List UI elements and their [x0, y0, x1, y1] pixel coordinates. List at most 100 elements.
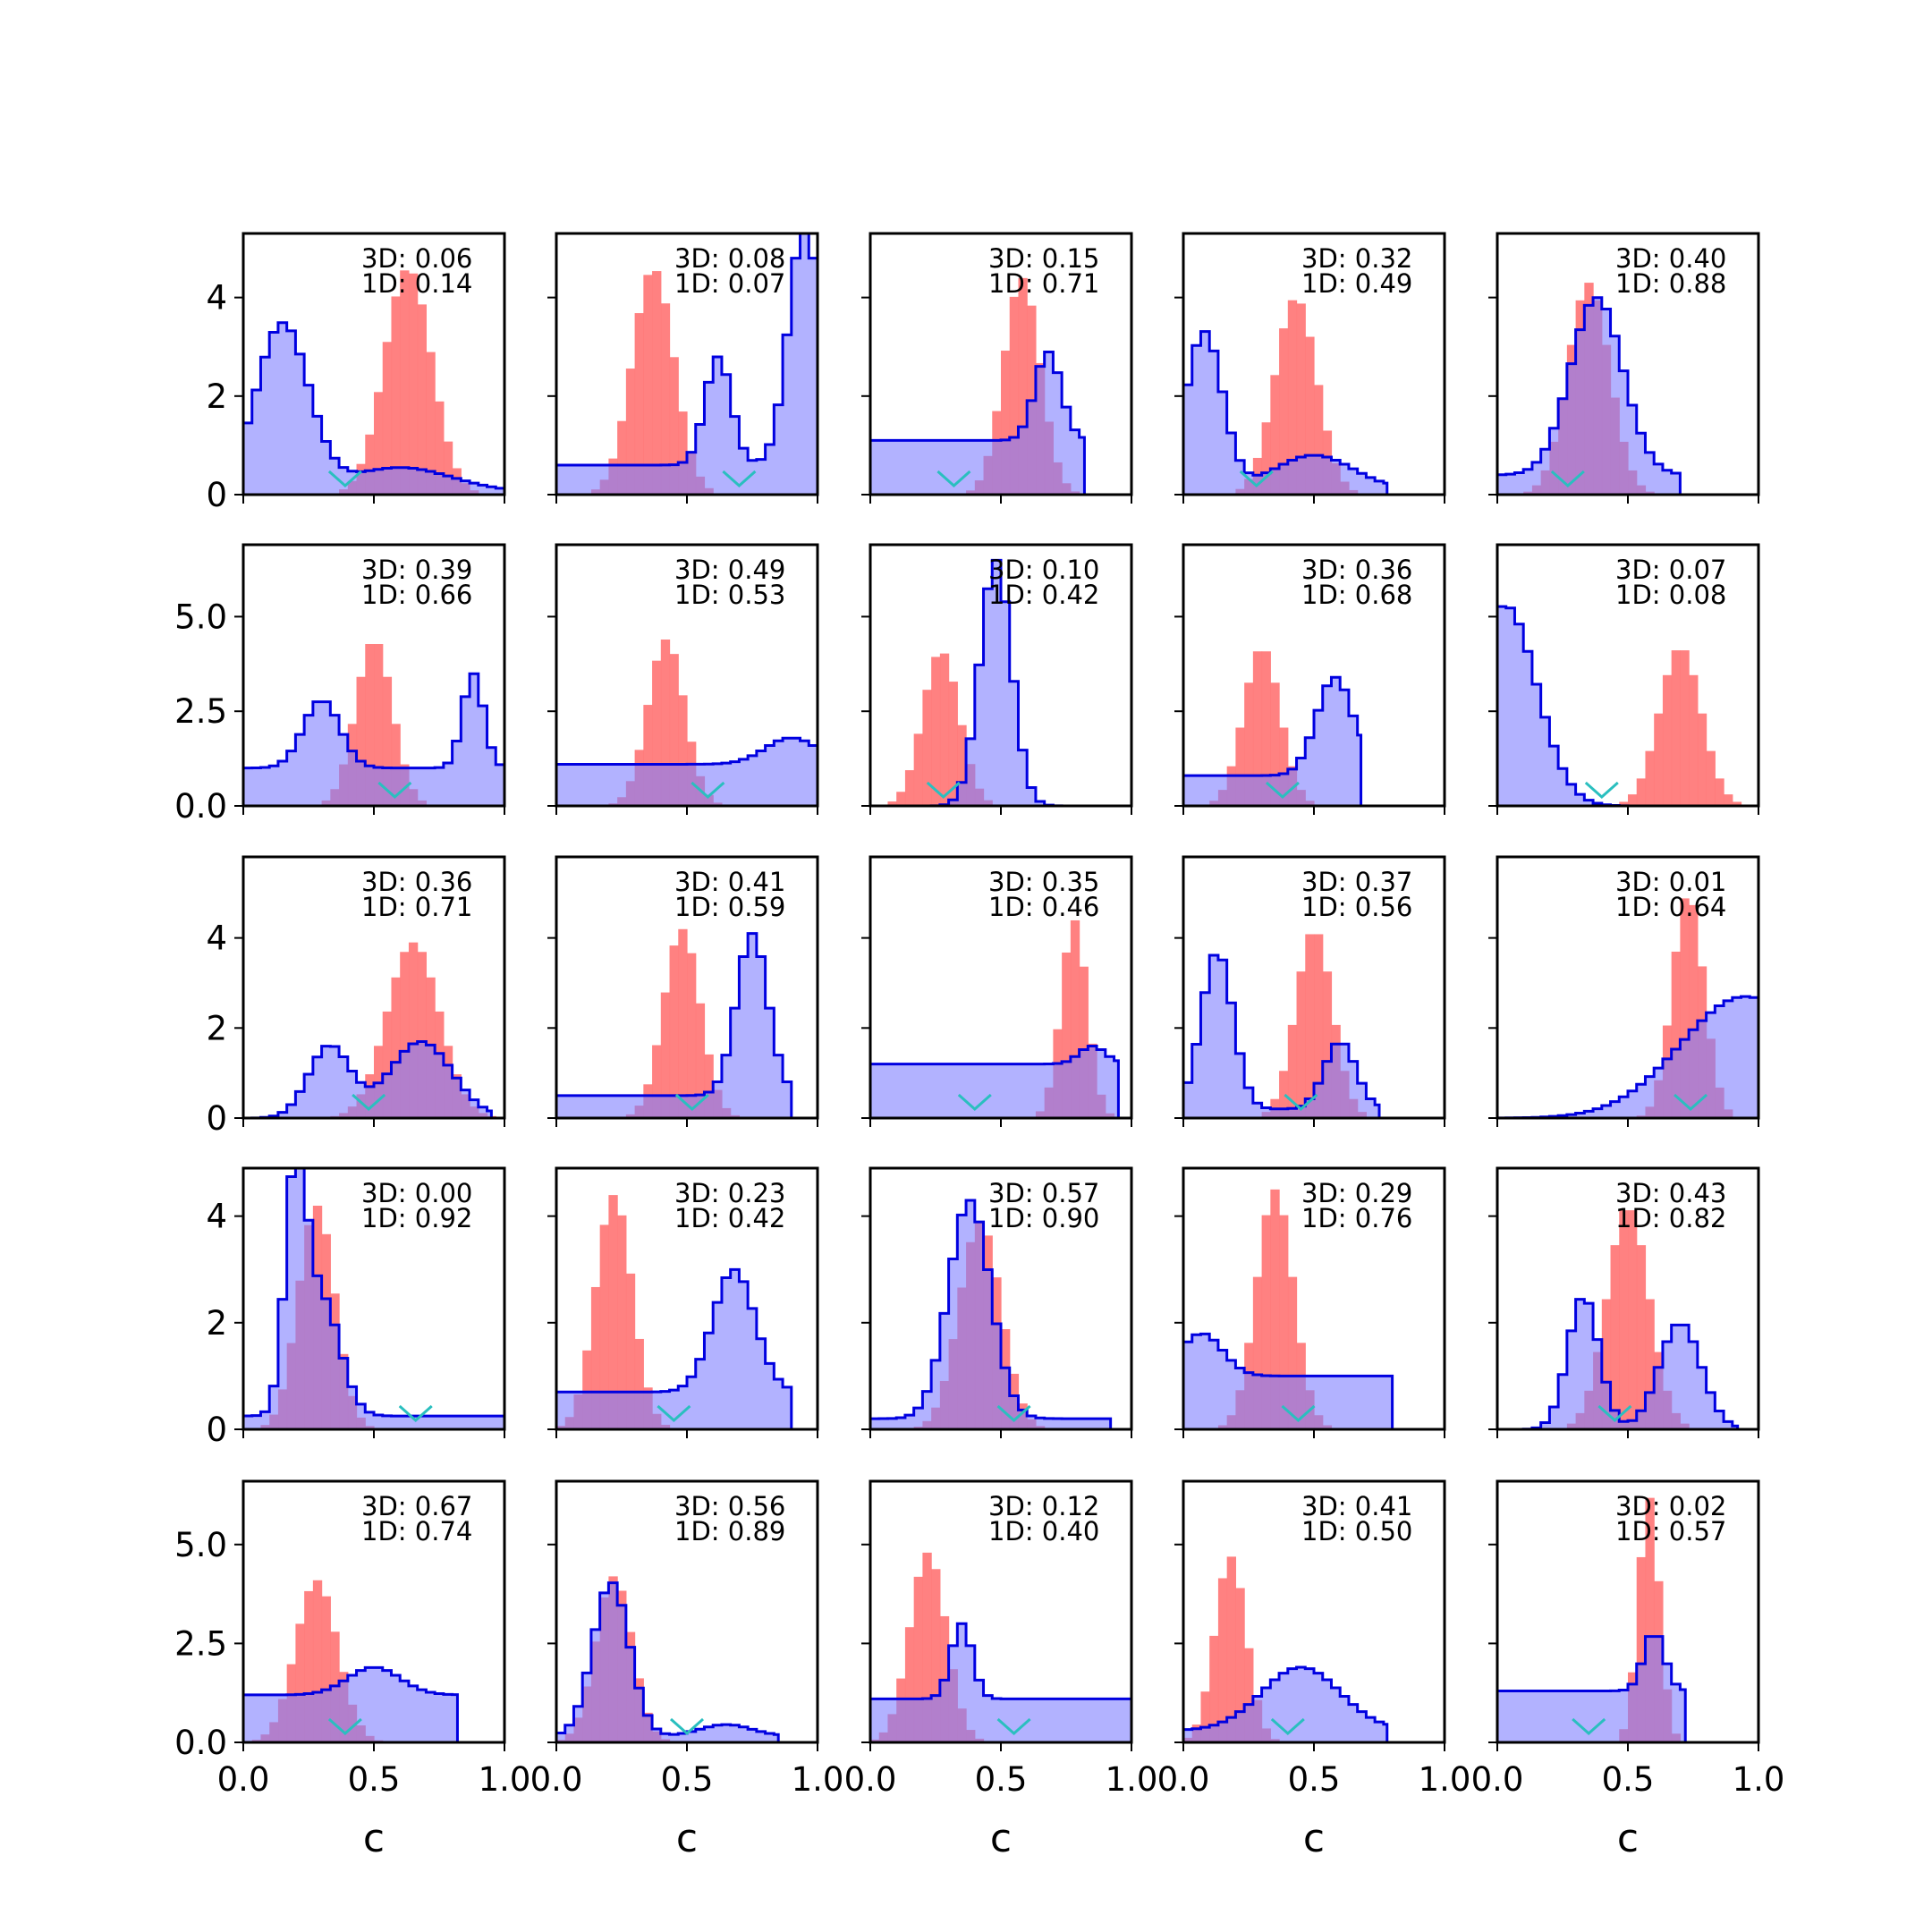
red-bar	[1261, 651, 1271, 806]
red-bar	[1314, 385, 1324, 495]
red-bar	[1697, 713, 1707, 806]
blue-hist-fill	[243, 1667, 458, 1742]
score-3d: 3D: 0.35	[988, 867, 1099, 897]
red-bar	[695, 1003, 706, 1118]
red-bar	[1261, 422, 1271, 495]
marker-v	[926, 781, 961, 800]
red-bar	[1610, 1245, 1620, 1429]
blue-hist-fill	[870, 352, 1085, 495]
red-bar	[643, 275, 653, 495]
marker-v	[996, 1404, 1031, 1423]
x-tick-label: 1.0	[479, 1760, 531, 1799]
red-bar	[1287, 1024, 1298, 1118]
x-tick-label: 1.0	[1106, 1760, 1158, 1799]
red-bar	[1628, 1210, 1638, 1429]
red-bar	[887, 801, 897, 806]
x-tick-label: 0.5	[975, 1760, 1028, 1799]
x-axis-label: c	[990, 1816, 1012, 1861]
x-axis-label: c	[1617, 1816, 1639, 1861]
red-bar	[1636, 1245, 1647, 1429]
score-3d: 3D: 0.56	[674, 1491, 785, 1521]
red-bar	[660, 640, 671, 806]
y-tick-label: 4	[206, 279, 227, 318]
red-bar	[1009, 296, 1020, 495]
blue-hist-fill	[1183, 1334, 1393, 1429]
score-1d: 1D: 0.08	[1615, 580, 1726, 610]
red-bar	[1296, 303, 1306, 495]
red-bar	[590, 1286, 601, 1429]
red-bar	[391, 977, 401, 1118]
red-bar	[365, 644, 375, 806]
marker-v	[1265, 781, 1300, 800]
score-3d: 3D: 0.07	[1615, 555, 1726, 585]
red-bar	[1680, 898, 1690, 1118]
x-tick-label: 0.5	[1602, 1760, 1655, 1799]
red-bar	[669, 654, 679, 806]
blue-hist-fill	[243, 674, 504, 806]
y-tick-label: 0	[206, 1099, 227, 1138]
red-bar	[625, 1273, 636, 1429]
blue-hist-step	[555, 736, 819, 806]
blue-hist-step	[1182, 1332, 1394, 1429]
red-bar	[1636, 778, 1647, 806]
red-bar	[443, 441, 453, 495]
red-bar	[382, 342, 393, 495]
x-tick-label: 0.0	[1471, 1760, 1524, 1799]
red-bar	[634, 1338, 644, 1429]
red-bar	[1628, 794, 1638, 806]
blue-hist-step	[242, 1166, 506, 1429]
marker-v	[1584, 781, 1619, 800]
blue-hist-step	[1496, 1635, 1687, 1742]
y-tick-label: 2	[206, 1304, 227, 1343]
marker-v	[1550, 470, 1585, 488]
red-bar	[1689, 674, 1699, 806]
y-tick-label: 4	[206, 919, 227, 958]
red-bar	[391, 296, 401, 495]
blue-hist-step	[869, 1199, 1113, 1429]
x-tick-label: 1.0	[1733, 1760, 1785, 1799]
score-3d: 3D: 0.01	[1615, 867, 1726, 897]
red-bar	[417, 952, 427, 1118]
red-bar	[913, 1576, 923, 1742]
x-tick-label: 0.5	[348, 1760, 401, 1799]
red-bar	[904, 770, 915, 806]
red-bar	[931, 1569, 941, 1742]
score-3d: 3D: 0.00	[361, 1178, 472, 1208]
score-3d: 3D: 0.67	[361, 1491, 472, 1521]
score-1d: 1D: 0.42	[674, 1203, 785, 1233]
score-1d: 1D: 0.53	[674, 580, 785, 610]
red-bar	[1279, 328, 1289, 495]
red-bar	[1654, 713, 1664, 806]
blue-hist-step	[1496, 296, 1682, 495]
red-bar	[1217, 1578, 1228, 1742]
blue-hist-step	[1497, 1298, 1740, 1431]
red-bar	[652, 1045, 662, 1118]
red-bar	[356, 676, 366, 806]
red-bar	[1671, 650, 1681, 806]
red-bar	[939, 653, 950, 806]
red-bar	[417, 304, 427, 495]
marker-v	[398, 1404, 433, 1423]
blue-hist-step	[1182, 675, 1363, 806]
blue-hist-fill	[1497, 1299, 1738, 1429]
marker-v	[352, 1093, 386, 1112]
marker-v	[674, 1093, 709, 1112]
score-1d: 1D: 0.50	[1301, 1516, 1412, 1546]
red-bar	[1287, 1276, 1298, 1429]
red-bar	[625, 369, 636, 495]
red-bar	[1279, 1071, 1289, 1118]
red-bar	[660, 303, 671, 495]
red-bar	[374, 392, 384, 495]
marker-v	[377, 781, 412, 800]
